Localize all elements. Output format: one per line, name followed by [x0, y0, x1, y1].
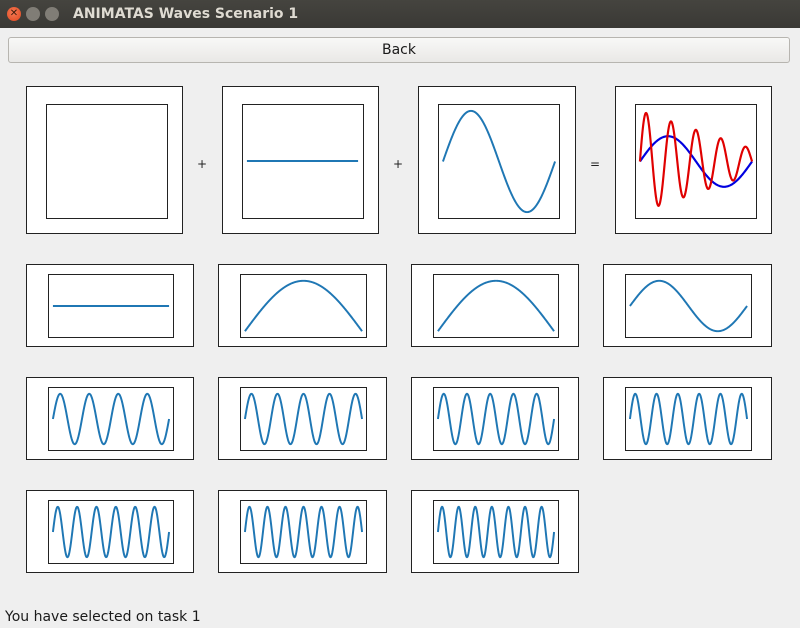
- equation-plot-flat: [242, 104, 364, 219]
- wave-option-3-1[interactable]: [26, 490, 194, 573]
- wave-plot: [48, 274, 174, 338]
- maximize-window-icon[interactable]: [45, 7, 59, 21]
- wave-option-1-3[interactable]: [411, 264, 579, 347]
- wave-line: [436, 392, 556, 446]
- equation-panel-1[interactable]: [26, 86, 183, 234]
- minimize-window-icon[interactable]: [26, 7, 40, 21]
- wave-plot: [240, 274, 367, 338]
- wave-option-2-3[interactable]: [411, 377, 579, 460]
- wave-plot: [433, 274, 559, 338]
- wave-line: [243, 505, 364, 559]
- equation-panel-result[interactable]: [615, 86, 772, 234]
- window-title: ANIMATAS Waves Scenario 1: [73, 6, 299, 22]
- close-window-icon[interactable]: ✕: [7, 7, 21, 21]
- wave-option-1-1[interactable]: [26, 264, 194, 347]
- wave-plot: [48, 500, 174, 564]
- equation-panel-3[interactable]: [418, 86, 576, 234]
- wave-line: [244, 279, 363, 332]
- equation-panel-2[interactable]: [222, 86, 379, 234]
- wave-line: [436, 505, 556, 559]
- wave-plot: [48, 387, 174, 451]
- wave-plot: [433, 387, 559, 451]
- wave-line: [51, 505, 171, 559]
- back-button[interactable]: Back: [8, 37, 790, 63]
- wave-option-2-1[interactable]: [26, 377, 194, 460]
- title-bar: ✕ ANIMATAS Waves Scenario 1: [0, 0, 800, 28]
- sum-wave-blue: [639, 135, 753, 188]
- equation-plot-sine: [438, 104, 560, 219]
- sine-wave-line: [442, 109, 556, 214]
- wave-option-2-2[interactable]: [218, 377, 387, 460]
- wave-option-3-3[interactable]: [411, 490, 579, 573]
- status-text: You have selected on task 1: [5, 609, 201, 625]
- wave-line: [437, 279, 555, 332]
- equation-plot-empty: [46, 104, 168, 219]
- wave-option-2-4[interactable]: [603, 377, 772, 460]
- wave-plot: [433, 500, 559, 564]
- wave-option-1-4[interactable]: [603, 264, 772, 347]
- wave-plot: [240, 387, 367, 451]
- wave-option-1-2[interactable]: [218, 264, 387, 347]
- wave-plot: [240, 500, 367, 564]
- equation-plot-result: [635, 104, 757, 219]
- plus-operator: +: [392, 157, 404, 171]
- wave-line: [629, 279, 748, 333]
- plus-operator: +: [196, 157, 208, 171]
- wave-option-3-2[interactable]: [218, 490, 387, 573]
- wave-line: [51, 392, 171, 446]
- equals-operator: =: [589, 157, 601, 171]
- wave-line: [243, 392, 364, 446]
- wave-plot: [625, 274, 752, 338]
- wave-plot: [625, 387, 752, 451]
- wave-line: [628, 392, 749, 446]
- sum-wave-red: [638, 111, 754, 207]
